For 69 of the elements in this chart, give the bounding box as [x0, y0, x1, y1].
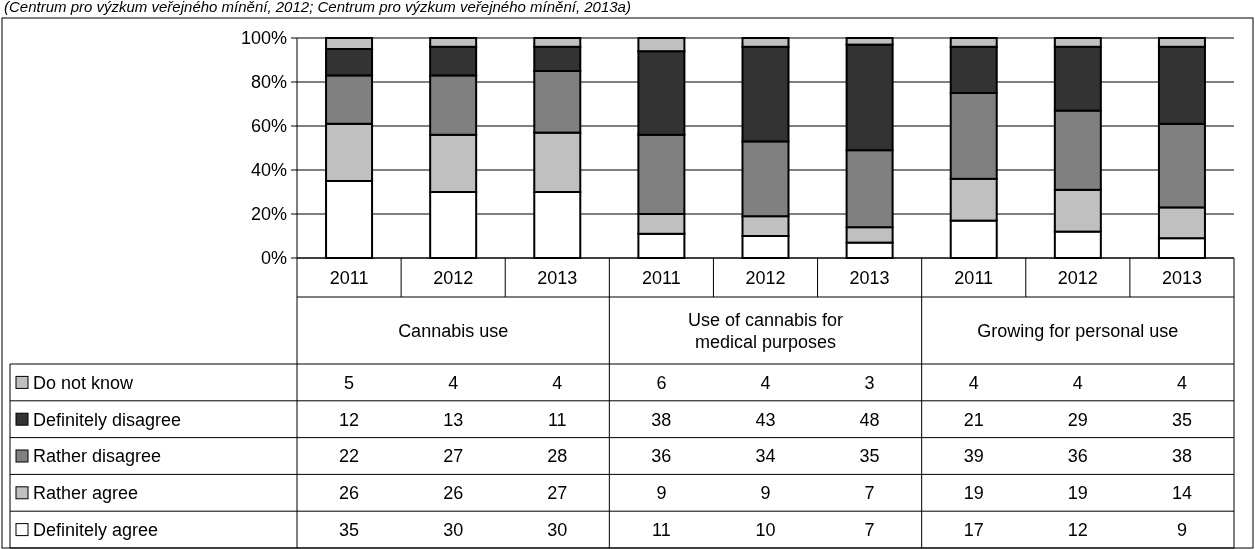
y-tick-label: 80% — [250, 72, 287, 93]
data-label: 7 — [864, 519, 875, 540]
y-tick-label: 60% — [250, 116, 287, 137]
legend-label: Definitely agree — [33, 519, 159, 540]
data-label: 28 — [547, 446, 568, 467]
data-label: 4 — [552, 372, 563, 393]
data-label: 19 — [963, 483, 984, 504]
data-label: 36 — [651, 446, 672, 467]
y-tick-label: 40% — [250, 160, 287, 181]
x-tick-label: 2012 — [745, 267, 786, 288]
data-label: 35 — [1171, 409, 1192, 430]
y-tick-label: 100% — [240, 28, 287, 49]
data-label: 43 — [755, 409, 776, 430]
data-label: 38 — [1171, 446, 1192, 467]
data-label: 9 — [760, 483, 771, 504]
data-label: 11 — [652, 519, 671, 540]
y-tick-label: 20% — [250, 204, 287, 225]
data-label: 39 — [963, 446, 984, 467]
legend-label: Do not know — [33, 372, 135, 393]
text: Growing for personal use — [977, 320, 1179, 341]
data-label: 7 — [864, 483, 875, 504]
y-tick-label: 0% — [260, 248, 287, 269]
x-tick-label: 2012 — [1057, 267, 1098, 288]
x-tick-label: 2013 — [1161, 267, 1202, 288]
data-label: 4 — [1072, 372, 1083, 393]
data-label: 29 — [1067, 409, 1088, 430]
data-label: 26 — [443, 483, 464, 504]
x-tick-label: 2011 — [954, 267, 994, 288]
data-label: 34 — [755, 446, 776, 467]
data-label: 10 — [755, 519, 776, 540]
data-label: 21 — [963, 409, 984, 430]
data-label: 17 — [963, 519, 984, 540]
data-label: 19 — [1067, 483, 1088, 504]
data-label: 11 — [547, 409, 567, 430]
legend-label: Rather disagree — [33, 446, 162, 467]
data-label: 4 — [448, 372, 459, 393]
x-tick-label: 2011 — [642, 267, 681, 288]
data-label: 9 — [1176, 519, 1187, 540]
data-label: 3 — [864, 372, 875, 393]
data-label: 9 — [656, 483, 667, 504]
data-label: 4 — [760, 372, 771, 393]
data-label: 30 — [547, 519, 568, 540]
data-label: 35 — [339, 519, 360, 540]
data-label: 14 — [1171, 483, 1192, 504]
x-tick-label: 2013 — [849, 267, 890, 288]
text: Cannabis use — [398, 320, 509, 341]
data-label: 26 — [339, 483, 360, 504]
x-tick-label: 2013 — [537, 267, 578, 288]
data-label: 22 — [339, 446, 360, 467]
data-label: 6 — [656, 372, 667, 393]
legend-label: Definitely disagree — [33, 409, 182, 430]
data-label: 30 — [443, 519, 464, 540]
data-label: 13 — [443, 409, 464, 430]
data-label: 38 — [651, 409, 672, 430]
legend-label: Rather agree — [33, 483, 139, 504]
data-label: 12 — [339, 409, 360, 430]
data-label: 4 — [968, 372, 979, 393]
text: (Centrum pro výzkum veřejného mínění, 2012; Centrum pro výzkum veřejného mínění, 2013a) — [4, 0, 631, 15]
data-label: 12 — [1067, 519, 1088, 540]
data-label: 35 — [859, 446, 880, 467]
data-label: 27 — [547, 483, 568, 504]
x-tick-label: 2012 — [433, 267, 474, 288]
data-label: 5 — [344, 372, 355, 393]
data-label: 27 — [443, 446, 464, 467]
x-tick-label: 2011 — [329, 267, 369, 288]
data-label: 48 — [859, 409, 880, 430]
text: Use of cannabis for medical purposes — [687, 309, 844, 352]
data-label: 36 — [1067, 446, 1088, 467]
data-label: 4 — [1176, 372, 1187, 393]
